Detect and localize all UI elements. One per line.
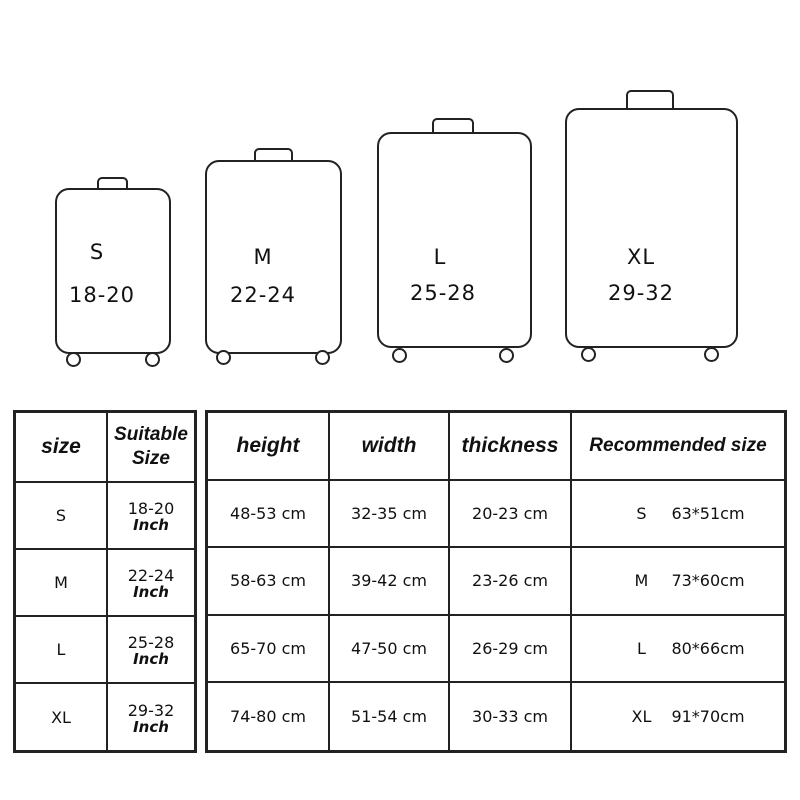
height-cell: 58-63 cm xyxy=(205,546,330,616)
size-table: size Suitable Size S 18-20 Inch M 22-24 In… xyxy=(13,410,197,753)
unit-label: Inch xyxy=(133,717,169,736)
header-thickness: thickness xyxy=(448,410,572,481)
size-cell: XL xyxy=(13,682,108,753)
suitcase-m-range: 22-24 xyxy=(229,283,297,307)
rec-size: L xyxy=(636,638,646,658)
suitcase-xl-range: 29-32 xyxy=(607,281,675,305)
unit-label: Inch xyxy=(133,515,169,534)
header-height: height xyxy=(205,410,330,481)
table-row: M 22-24 Inch xyxy=(13,547,197,618)
suitable-value: 22-24 xyxy=(127,565,175,585)
thickness-cell: 30-33 cm xyxy=(448,681,572,753)
suitable-value: 18-20 xyxy=(127,498,175,518)
thickness-cell: 26-29 cm xyxy=(448,613,572,684)
suitcase-l-range: 25-28 xyxy=(409,281,477,305)
header-size: size xyxy=(13,410,108,483)
recommended-cell: M 73*60cm xyxy=(570,546,787,616)
suitable-cell: 18-20 Inch xyxy=(106,480,197,550)
suitable-cell: 22-24 Inch xyxy=(106,547,197,618)
size-cell: S xyxy=(13,480,108,550)
table-row: S 18-20 Inch xyxy=(13,480,197,550)
table-row: 65-70 cm 47-50 cm 26-29 cm L 80*66cm xyxy=(205,613,787,684)
rec-dim: 63*51cm xyxy=(671,503,745,523)
width-cell: 39-42 cm xyxy=(328,546,450,616)
header-recommended-size: Recommended size xyxy=(570,410,787,481)
table-row: XL 29-32 Inch xyxy=(13,682,197,753)
header-suitable-size: Suitable Size xyxy=(106,410,197,483)
suitable-cell: 25-28 Inch xyxy=(106,614,197,685)
table-row: L 25-28 Inch xyxy=(13,614,197,685)
table-row: 74-80 cm 51-54 cm 30-33 cm XL 91*70cm xyxy=(205,681,787,753)
dimensions-table: height width thickness Recommended size … xyxy=(205,410,787,753)
header-width: width xyxy=(328,410,450,481)
rec-dim: 80*66cm xyxy=(671,638,745,658)
height-cell: 65-70 cm xyxy=(205,613,330,684)
suitcase-l-size: L xyxy=(433,245,447,269)
suitcase-s-size: S xyxy=(89,240,105,264)
rec-size: S xyxy=(636,503,647,523)
suitcase-s-range: 18-20 xyxy=(68,283,136,307)
recommended-cell: XL 91*70cm xyxy=(570,681,787,753)
size-cell: M xyxy=(13,547,108,618)
rec-dim: 73*60cm xyxy=(671,571,745,591)
thickness-cell: 20-23 cm xyxy=(448,478,572,549)
recommended-cell: L 80*66cm xyxy=(570,613,787,684)
size-cell: L xyxy=(13,614,108,685)
rec-size: M xyxy=(634,571,649,591)
width-cell: 47-50 cm xyxy=(328,613,450,684)
unit-label: Inch xyxy=(133,650,169,669)
width-cell: 32-35 cm xyxy=(328,478,450,549)
suitcase-xl-size: XL xyxy=(626,245,656,269)
suitable-value: 25-28 xyxy=(127,633,175,653)
rec-size: XL xyxy=(631,707,652,727)
suitcase-m-size: M xyxy=(253,245,273,269)
rec-dim: 91*70cm xyxy=(671,707,745,727)
width-cell: 51-54 cm xyxy=(328,681,450,753)
table-row: 58-63 cm 39-42 cm 23-26 cm M 73*60cm xyxy=(205,546,787,616)
thickness-cell: 23-26 cm xyxy=(448,546,572,616)
height-cell: 74-80 cm xyxy=(205,681,330,753)
suitable-cell: 29-32 Inch xyxy=(106,682,197,753)
table-row: 48-53 cm 32-35 cm 20-23 cm S 63*51cm xyxy=(205,478,787,549)
suitable-value: 29-32 xyxy=(127,700,175,720)
height-cell: 48-53 cm xyxy=(205,478,330,549)
unit-label: Inch xyxy=(133,582,169,601)
recommended-cell: S 63*51cm xyxy=(570,478,787,549)
